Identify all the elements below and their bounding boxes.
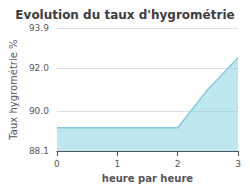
- svg-text:90.0: 90.0: [29, 106, 49, 116]
- svg-text:88.1: 88.1: [29, 146, 49, 156]
- svg-text:0: 0: [54, 159, 60, 169]
- svg-text:93.9: 93.9: [29, 23, 49, 33]
- svg-text:2: 2: [175, 159, 181, 169]
- svg-text:Evolution du taux d'hygrométri: Evolution du taux d'hygrométrie: [15, 8, 234, 22]
- svg-text:1: 1: [114, 159, 120, 169]
- svg-text:3: 3: [235, 159, 241, 169]
- svg-text:heure par heure: heure par heure: [102, 173, 193, 184]
- svg-text:92.0: 92.0: [29, 63, 49, 73]
- svg-text:Taux hygrométrie %: Taux hygrométrie %: [8, 39, 19, 140]
